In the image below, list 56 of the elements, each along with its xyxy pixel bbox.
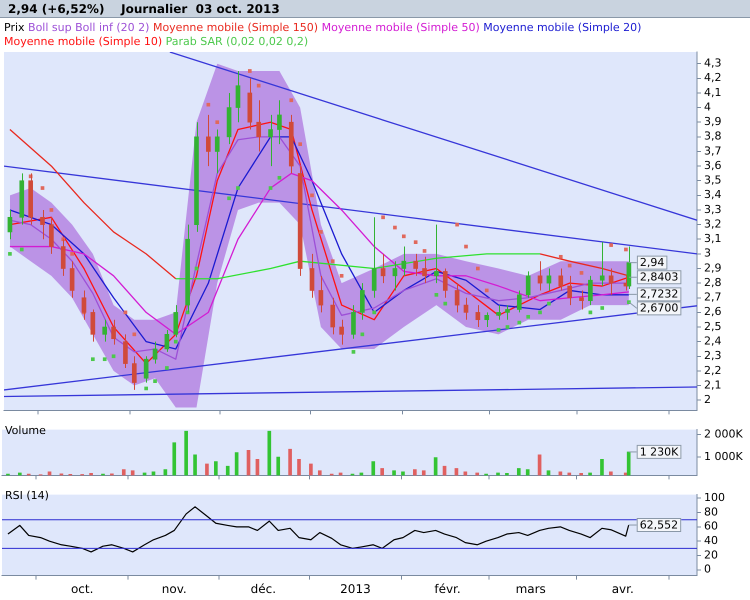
x-tick-label: 2013: [340, 582, 371, 596]
y-tick-label: 4,1: [704, 86, 722, 99]
y-tick-label: 2,2: [704, 364, 722, 377]
text: Parab SAR (0,02 0,02 0,2): [166, 35, 308, 48]
y-tick-label: 3,5: [704, 174, 722, 187]
y-tick-label: 2,8: [704, 276, 722, 289]
legend-title: Prix: [4, 21, 26, 34]
y-tick-label: 2,9: [704, 261, 722, 274]
y-tick-label: 2: [704, 393, 711, 406]
y-tick-label: 2,1: [704, 378, 722, 392]
y-tick-label: 3,4: [704, 188, 722, 202]
y-tick-label: 3: [704, 246, 711, 260]
y-tick-label: 3,1: [704, 232, 722, 246]
x-tick-label: nov.: [162, 582, 187, 596]
x-tick-label: févr.: [434, 582, 461, 596]
chart-title: 2,94 (+6,52%): [8, 2, 104, 16]
chart-subtitle: Journalier 03 oct. 2013: [121, 2, 280, 16]
y-tick-label: 3,9: [704, 115, 722, 128]
chart-title: Volume: [5, 424, 46, 437]
annotation: 2,94: [640, 256, 664, 270]
text: Moyenne mobile (Simple 50): [322, 21, 481, 34]
y-tick-label: 4,3: [704, 56, 722, 70]
chart-title: RSI (14): [5, 489, 49, 502]
y-tick-label: 20: [704, 548, 718, 562]
y-tick-label: 0: [704, 562, 711, 576]
y-tick-label: 60: [704, 520, 718, 533]
y-tick-label: 2,4: [704, 334, 722, 348]
text: Boll sup Boll inf (20 2): [28, 21, 150, 34]
y-tick-label: 3,8: [704, 130, 722, 143]
y-tick-label: 2,6: [704, 305, 722, 318]
x-tick-label: oct.: [70, 582, 94, 596]
y-tick-label: 80: [704, 505, 718, 518]
text: Moyenne mobile (Simple 20): [483, 21, 642, 34]
y-tick-label: 3,3: [704, 202, 722, 216]
annotation: 2,7232: [640, 288, 678, 301]
x-tick-label: avr.: [612, 582, 634, 596]
annotation: 2,6700: [640, 302, 678, 315]
annotation: 62,552: [640, 518, 678, 532]
y-tick-label: 2,7: [704, 290, 722, 304]
annotation: 2,8403: [640, 270, 678, 284]
x-tick-label: déc.: [250, 582, 276, 596]
y-tick-label: 3,2: [704, 217, 722, 230]
y-tick-label: 1 000K: [704, 450, 744, 463]
y-tick-label: 2 000K: [704, 427, 744, 440]
y-tick-label: 3,6: [704, 158, 722, 172]
y-tick-label: 3,7: [704, 144, 722, 158]
y-tick-label: 4: [704, 100, 711, 114]
y-tick-label: 100: [704, 491, 725, 504]
y-tick-label: 4,2: [704, 71, 722, 84]
text: Moyenne mobile (Simple 10): [4, 35, 164, 48]
text: Moyenne mobile (Simple 150): [152, 21, 320, 34]
annotation: 1 230K: [640, 445, 680, 458]
y-tick-label: 2,3: [704, 349, 722, 362]
x-tick-label: mars: [516, 582, 546, 596]
y-tick-label: 40: [704, 534, 718, 548]
y-tick-label: 2,5: [704, 320, 722, 333]
